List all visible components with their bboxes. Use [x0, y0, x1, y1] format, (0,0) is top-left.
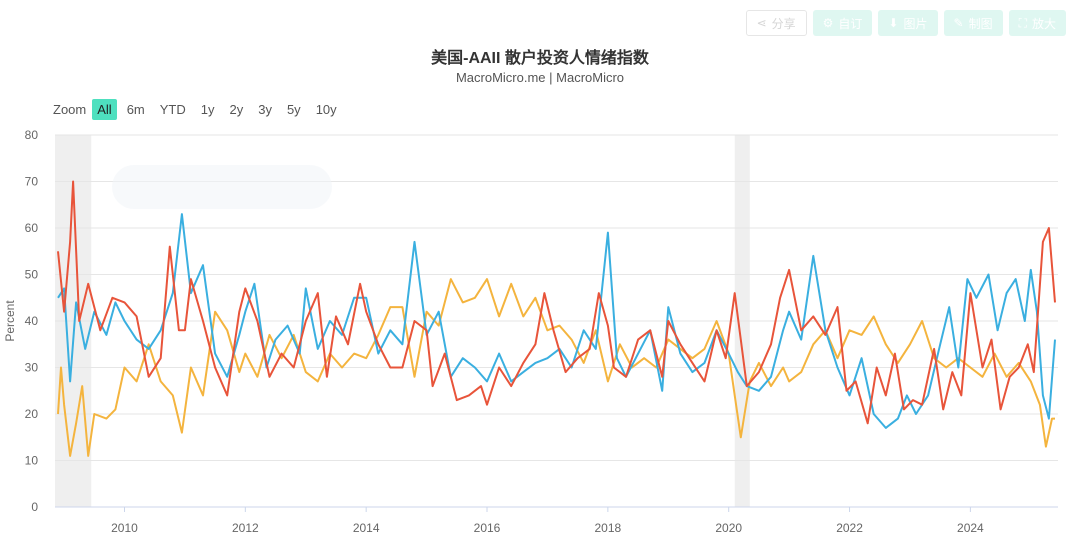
draw-button[interactable]: ✎ 制图 [943, 10, 1003, 36]
x-tick-label: 2014 [353, 521, 380, 535]
image-button-label: 图片 [903, 16, 928, 31]
y-tick-label: 30 [25, 361, 39, 375]
expand-button[interactable]: ⛶ 放大 [1008, 10, 1066, 36]
y-tick-label: 60 [25, 221, 39, 235]
share-icon: ⋖ [756, 16, 767, 30]
series-line-0 [57, 180, 1056, 425]
y-tick-label: 10 [25, 454, 39, 468]
x-tick-label: 2016 [474, 521, 501, 535]
x-tick-label: 2022 [836, 521, 863, 535]
y-tick-label: 70 [25, 175, 39, 189]
y-tick-label: 0 [31, 500, 38, 514]
draw-button-label: 制图 [968, 16, 993, 31]
x-tick-label: 2012 [232, 521, 259, 535]
customize-button[interactable]: ⚙ 自订 [812, 10, 873, 36]
chart-title: 美国-AAII 散户投资人情绪指数 [431, 50, 649, 67]
download-icon: ⬇ [888, 16, 899, 30]
x-tick-label: 2024 [957, 521, 984, 535]
zoom-5y-button[interactable]: 5y [286, 102, 301, 117]
chart-toolbar: ⋖ 分享 ⚙ 自订 ⬇ 图片 ✎ 制图 ⛶ 放大 [745, 10, 1066, 36]
expand-button-label: 放大 [1031, 16, 1056, 31]
zoom-ytd-button[interactable]: YTD [159, 102, 186, 117]
y-tick-label: 50 [25, 268, 39, 282]
y-tick-label: 80 [25, 128, 39, 142]
y-axis-title: Percent [3, 300, 17, 342]
zoom-selector: Zoom All 6m YTD 1y 2y 3y 5y 10y [53, 99, 347, 120]
zoom-all-button[interactable]: All [92, 99, 117, 120]
image-button[interactable]: ⬇ 图片 [878, 10, 938, 36]
pencil-icon: ✎ [953, 16, 964, 30]
zoom-6m-button[interactable]: 6m [126, 102, 145, 117]
zoom-label: Zoom [53, 102, 87, 117]
zoom-3y-button[interactable]: 3y [258, 102, 272, 117]
chart-subtitle: MacroMicro.me | MacroMicro [455, 70, 625, 85]
customize-button-label: 自订 [838, 16, 863, 31]
y-tick-label: 40 [25, 314, 39, 328]
watermark-logo [112, 165, 332, 209]
share-button[interactable]: ⋖ 分享 [745, 10, 807, 36]
x-tick-label: 2020 [715, 521, 742, 535]
x-tick-label: 2018 [595, 521, 622, 535]
gear-icon: ⚙ [822, 16, 834, 30]
zoom-2y-button[interactable]: 2y [229, 102, 244, 117]
x-tick-label: 2010 [111, 521, 138, 535]
zoom-10y-button[interactable]: 10y [315, 102, 337, 117]
expand-icon: ⛶ [1018, 15, 1027, 30]
y-tick-label: 20 [25, 407, 39, 421]
zoom-1y-button[interactable]: 1y [200, 102, 215, 117]
series-line-1 [57, 213, 1056, 429]
share-button-label: 分享 [771, 16, 796, 31]
